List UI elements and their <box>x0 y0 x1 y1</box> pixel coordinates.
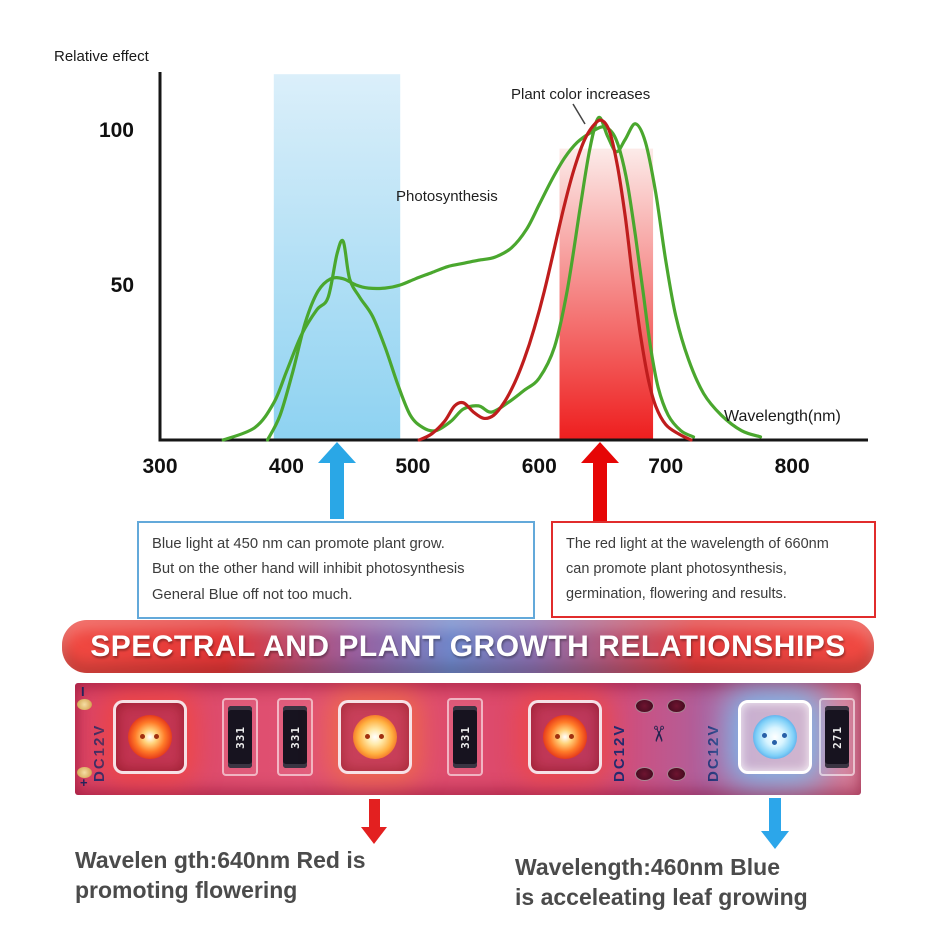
blue-down-arrow <box>761 798 789 849</box>
note-line: promoting flowering <box>75 877 298 904</box>
led-die <box>753 715 797 759</box>
red-up-arrow-shaft <box>593 463 607 521</box>
svg-text:300: 300 <box>142 455 177 478</box>
solder-pad <box>635 699 654 713</box>
resistor-label: 331 <box>233 725 247 749</box>
resistor-label: 331 <box>458 725 472 749</box>
solder-pad <box>77 699 92 710</box>
resistor: 331 <box>447 698 483 776</box>
note-line: is acceleating leaf growing <box>515 884 808 911</box>
svg-text:100: 100 <box>99 119 134 142</box>
svg-text:500: 500 <box>395 455 430 478</box>
callout-line: The red light at the wavelength of 660nm <box>566 536 829 552</box>
solder-pad <box>667 699 686 713</box>
svg-text:50: 50 <box>111 274 134 297</box>
callout-line: General Blue off not too much. <box>152 586 353 603</box>
blue-up-arrow-shaft <box>330 463 344 519</box>
blue-down-arrow-head <box>761 831 789 849</box>
resistor: 331 <box>277 698 313 776</box>
resistor-body: 331 <box>228 706 252 768</box>
led-strip-photo: I + DC12V 331 331 331 DC12V ✂ DC12V 271 <box>75 683 861 795</box>
svg-text:600: 600 <box>522 455 557 478</box>
resistor: 331 <box>222 698 258 776</box>
blue-up-arrow <box>318 442 356 519</box>
resistor-label: 271 <box>830 725 844 749</box>
red-wavelength-note: Wavelen gth:640nm Red is promoting flowe… <box>75 845 366 906</box>
red-led-chip <box>338 700 412 774</box>
svg-text:800: 800 <box>775 455 810 478</box>
red-led-chip <box>113 700 187 774</box>
x-axis-title: Wavelength(nm) <box>724 408 841 425</box>
resistor: 271 <box>819 698 855 776</box>
callout-line: But on the other hand will inhibit photo… <box>152 561 465 578</box>
callout-line: Blue light at 450 nm can promote plant g… <box>152 536 445 552</box>
led-die <box>353 715 397 759</box>
blue-down-arrow-shaft <box>769 798 781 831</box>
annotation-photosynthesis: Photosynthesis <box>396 188 498 205</box>
red-down-arrow-shaft <box>368 799 380 827</box>
spectral-chart: 300 400 500 600 700 800 50 100 <box>99 72 868 478</box>
callout-line: can promote plant photosynthesis, <box>566 560 787 577</box>
red-down-arrow <box>361 799 387 844</box>
svg-text:700: 700 <box>648 455 683 478</box>
dc12v-print: DC12V <box>611 723 628 782</box>
blue-led-chip <box>738 700 812 774</box>
polarity-plus-mark: + <box>80 775 88 790</box>
red-up-arrow-head <box>581 442 619 463</box>
note-line: Wavelen gth:640nm Red is <box>75 847 366 873</box>
red-led-chip <box>528 700 602 774</box>
callout-line: germination, flowering and results. <box>566 585 787 602</box>
red-down-arrow-head <box>361 827 387 844</box>
banner-title: SPECTRAL AND PLANT GROWTH RELATIONSHIPS <box>90 629 846 663</box>
dc12v-print: DC12V <box>705 723 722 782</box>
blue-up-arrow-head <box>318 442 356 463</box>
note-line: Wavelength:460nm Blue <box>515 854 780 880</box>
led-die <box>128 715 172 759</box>
blue-wavelength-note: Wavelength:460nm Blue is acceleating lea… <box>515 852 808 913</box>
red-up-arrow <box>581 442 619 521</box>
resistor-body: 331 <box>453 706 477 768</box>
solder-pad <box>77 767 92 778</box>
polarity-bar-mark: I <box>81 684 85 699</box>
resistor-body: 271 <box>825 706 849 768</box>
resistor-label: 331 <box>288 725 302 749</box>
svg-text:400: 400 <box>269 455 304 478</box>
blue-light-callout: Blue light at 450 nm can promote plant g… <box>137 521 535 620</box>
section-banner: SPECTRAL AND PLANT GROWTH RELATIONSHIPS <box>62 620 874 673</box>
annotation-plant-color-increases: Plant color increases <box>511 86 651 103</box>
solder-pad <box>667 767 686 781</box>
resistor-body: 331 <box>283 706 307 768</box>
led-die <box>543 715 587 759</box>
y-axis-title: Relative effect <box>54 48 149 65</box>
scissors-icon: ✂ <box>646 724 672 744</box>
solder-pad <box>635 767 654 781</box>
red-light-callout: The red light at the wavelength of 660nm… <box>551 521 876 618</box>
dc12v-print: DC12V <box>91 723 108 782</box>
